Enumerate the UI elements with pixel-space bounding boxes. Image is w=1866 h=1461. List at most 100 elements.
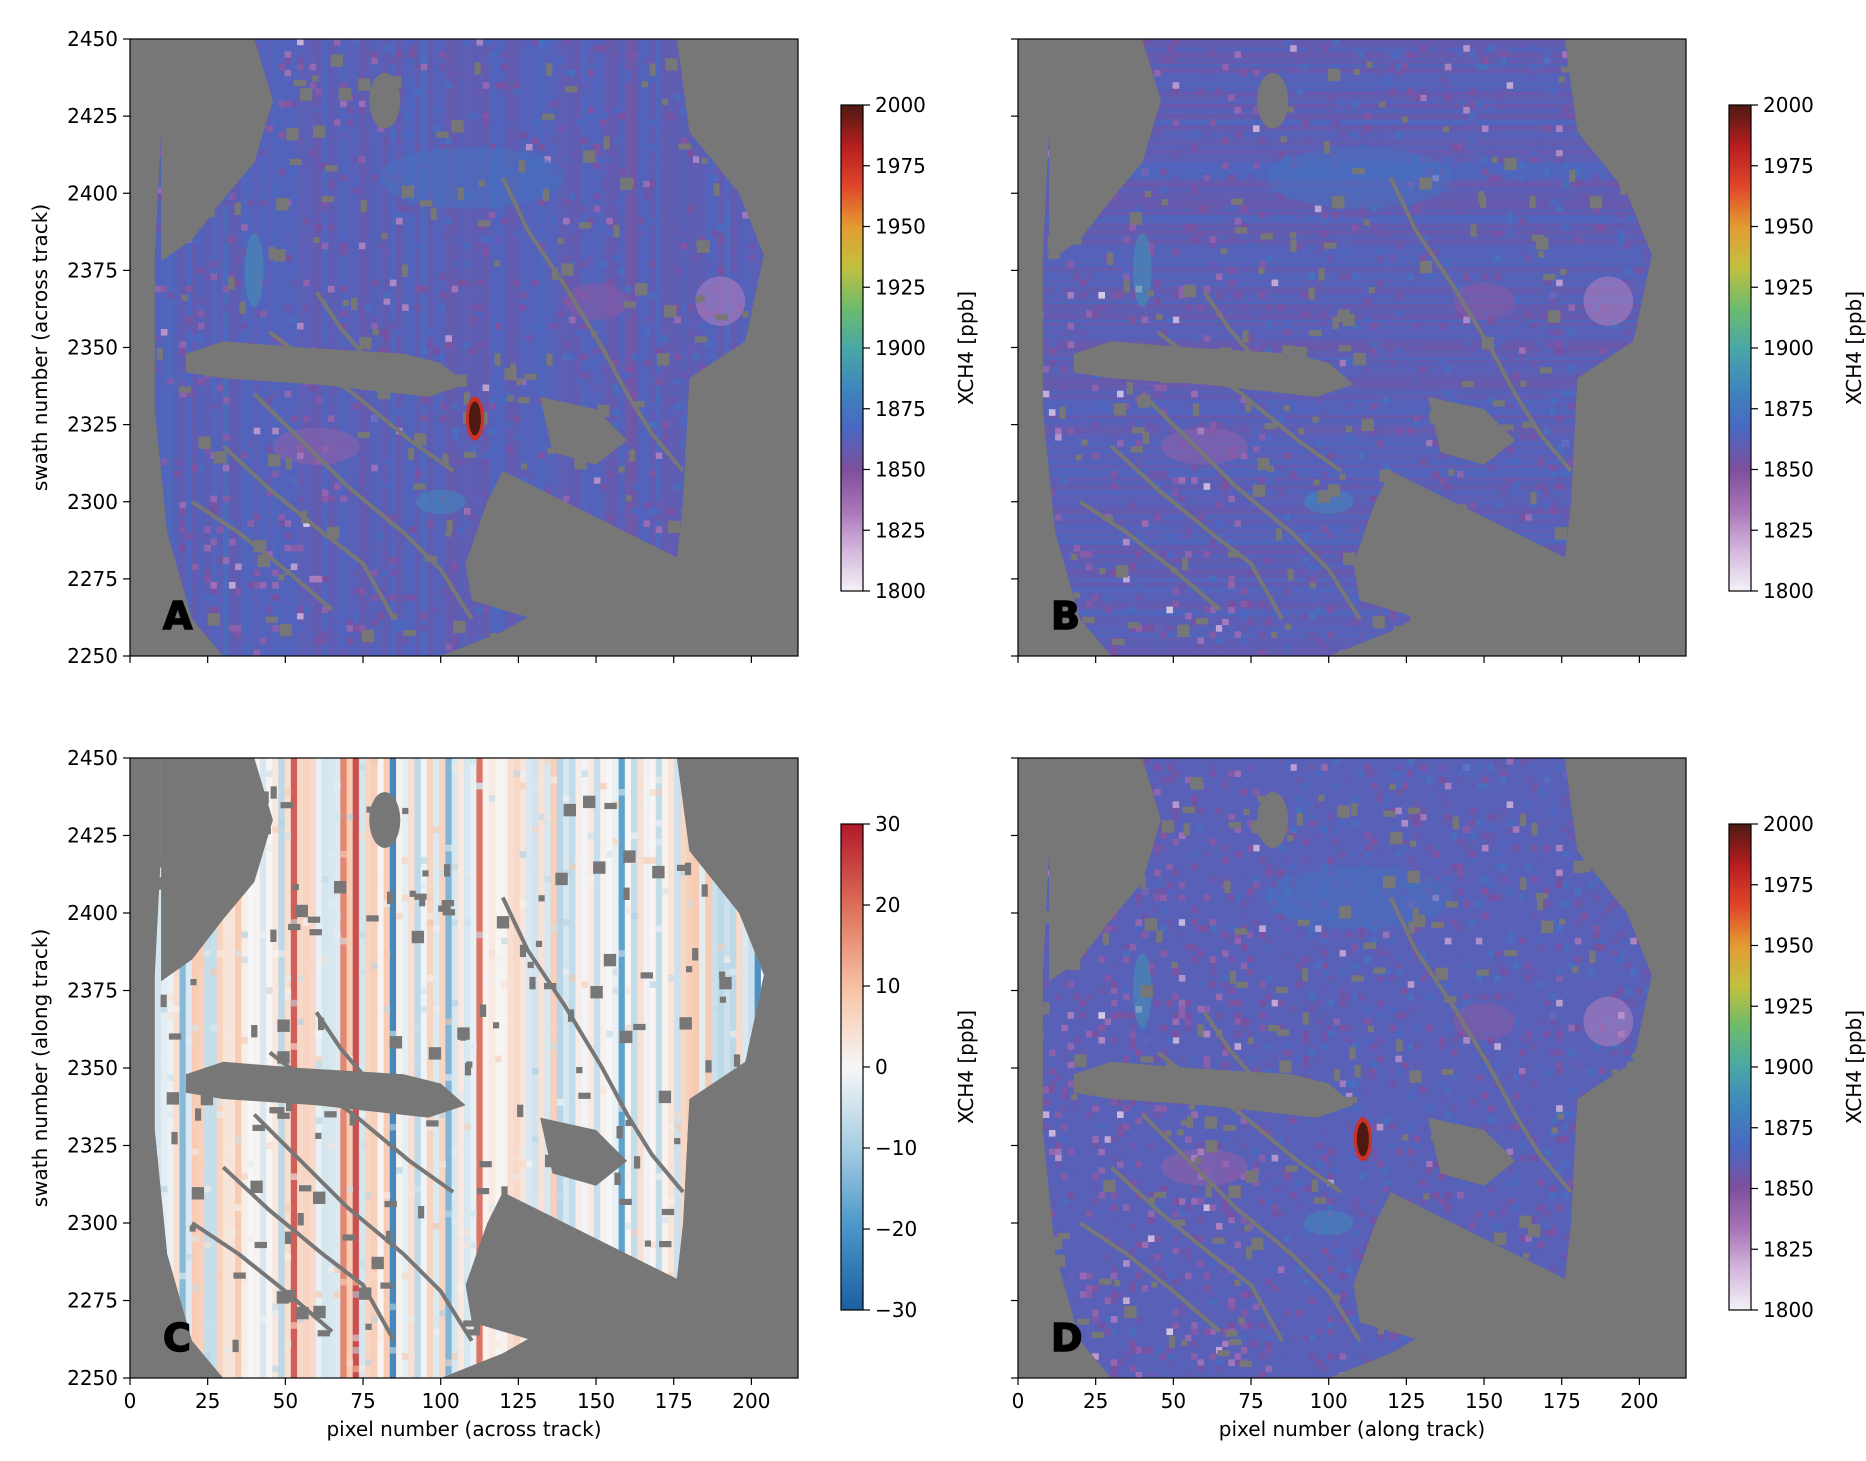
masked-speckle (701, 884, 708, 897)
noise-cell (655, 776, 663, 784)
noise-cell (266, 551, 273, 558)
noise-cell (253, 514, 261, 521)
masked-speckle (556, 437, 563, 450)
noise-cell (160, 1055, 168, 1063)
noise-cell (383, 569, 391, 577)
noise-cell (563, 962, 570, 970)
noise-cell (1568, 100, 1576, 108)
noise-cell (1556, 396, 1563, 404)
masked-speckle (1363, 219, 1370, 226)
noise-cell (327, 329, 335, 336)
noise-cell (383, 335, 391, 342)
noise-cell (1135, 551, 1143, 558)
stripe-column (550, 758, 558, 1378)
noise-cell (1290, 764, 1297, 771)
noise-cell (1110, 433, 1118, 441)
masked-speckle (1142, 431, 1149, 445)
noise-cell (309, 63, 316, 71)
noise-cell (1246, 600, 1254, 608)
noise-cell (563, 39, 570, 46)
noise-cell (1185, 304, 1192, 311)
noise-cell (1172, 489, 1180, 496)
noise-cell (1339, 956, 1347, 963)
noise-cell (1438, 452, 1446, 459)
noise-cell (649, 789, 657, 796)
noise-cell (179, 501, 187, 509)
noise-cell (494, 1340, 502, 1348)
noise-cell (1123, 403, 1130, 410)
noise-cell (303, 279, 310, 287)
noise-cell (1092, 1185, 1099, 1193)
noise-cell (1426, 273, 1433, 281)
noise-cell (470, 304, 477, 311)
noise-cell (259, 310, 267, 318)
noise-cell (649, 180, 657, 188)
noise-cell (1512, 298, 1520, 305)
noise-cell (1166, 925, 1173, 932)
masked-speckle (613, 224, 620, 238)
noise-cell (717, 236, 725, 243)
noise-cell (649, 981, 657, 988)
stripe-row (1042, 461, 1652, 466)
noise-cell (1451, 396, 1458, 404)
noise-layer (1042, 39, 1652, 656)
noise-cell (1556, 156, 1563, 163)
noise-cell (222, 285, 230, 293)
noise-cell (1160, 384, 1167, 392)
noise-cell (624, 470, 632, 478)
masked-speckle (1401, 116, 1409, 123)
noise-cell (1506, 168, 1514, 176)
noise-cell (1345, 359, 1353, 367)
noise-cell (185, 532, 193, 540)
panel-b: B180018251850187519001925195019752000XCH… (1011, 38, 1866, 663)
noise-cell (1172, 588, 1180, 595)
masked-speckle (209, 1079, 223, 1086)
noise-cell (569, 353, 576, 361)
stripe-row (1042, 82, 1652, 86)
masked-speckle (300, 511, 308, 524)
noise-cell (327, 495, 335, 503)
noise-cell (1599, 224, 1606, 231)
noise-cell (1389, 51, 1396, 58)
noise-cell (624, 76, 632, 83)
noise-cell (1154, 470, 1161, 478)
masked-speckle (1544, 549, 1551, 556)
stripe-column (377, 758, 385, 1378)
noise-cell (1395, 51, 1402, 58)
masked-speckle (604, 802, 617, 810)
noise-cell (655, 1173, 663, 1180)
noise-cell (420, 1006, 428, 1013)
masked-speckle (481, 412, 488, 425)
masked-region (185, 341, 466, 397)
y-tick-label: 2425 (67, 824, 118, 848)
noise-cell (680, 242, 688, 250)
noise-cell (1531, 875, 1538, 883)
noise-cell (1444, 100, 1452, 108)
noise-cell (1265, 1328, 1272, 1335)
noise-cell (352, 569, 360, 577)
noise-cell (451, 329, 459, 336)
noise-cell (179, 390, 187, 398)
noise-cell (154, 224, 162, 231)
noise-cell (470, 322, 477, 330)
noise-cell (1215, 637, 1223, 645)
noise-cell (253, 427, 261, 435)
noise-cell (1203, 851, 1211, 858)
noise-cell (408, 1192, 415, 1199)
noise-cell (1339, 236, 1347, 243)
masked-speckle (698, 295, 705, 302)
noise-cell (1352, 322, 1359, 330)
masked-speckle (239, 301, 246, 314)
noise-cell (1048, 341, 1056, 348)
noise-cell (1469, 100, 1477, 108)
noise-cell (600, 782, 607, 790)
noise-cell (1234, 217, 1242, 225)
noise-cell (674, 1192, 681, 1199)
noise-cell (1117, 378, 1124, 385)
stripe-column (618, 39, 626, 656)
noise-cell (612, 390, 619, 398)
noise-cell (1228, 94, 1235, 102)
noise-cell (371, 1316, 378, 1323)
masked-speckle (1332, 196, 1345, 209)
